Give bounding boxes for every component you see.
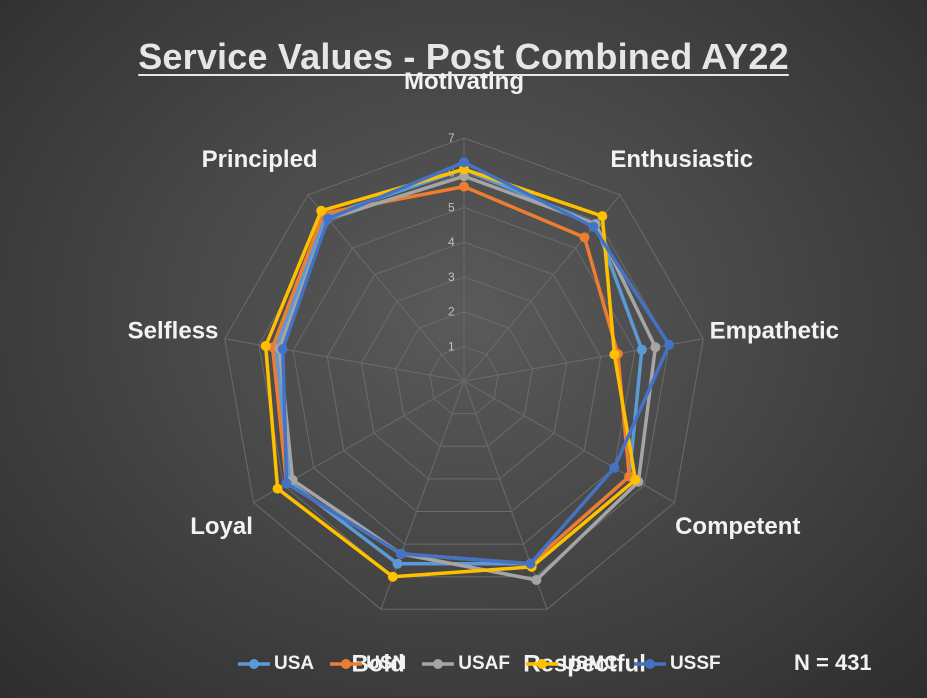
data-point-usmc bbox=[316, 205, 327, 216]
legend: USA USN USAF USMC USSF bbox=[236, 650, 735, 678]
data-point-usmc bbox=[630, 474, 641, 485]
grid-ring-3 bbox=[360, 276, 568, 480]
grid-ring-2 bbox=[395, 311, 533, 447]
grid-spoke bbox=[307, 194, 465, 382]
series-usmc bbox=[260, 164, 641, 582]
data-point-ussf bbox=[588, 221, 599, 232]
category-labels: Motivating Enthusiastic Empathetic Competen… bbox=[128, 68, 839, 678]
data-point-ussf bbox=[664, 339, 675, 350]
category-label-empathetic: Empathetic bbox=[710, 318, 839, 345]
grid-spoke bbox=[224, 338, 465, 382]
radial-tick-label: 3 bbox=[448, 270, 455, 284]
data-point-usn bbox=[459, 181, 469, 192]
data-point-ussf bbox=[277, 344, 288, 355]
data-point-usmc bbox=[609, 349, 620, 360]
data-point-ussf bbox=[322, 213, 333, 224]
category-label-principled: Principled bbox=[202, 146, 318, 173]
legend-label: USMC bbox=[561, 653, 618, 674]
chart-title: Service Values - Post Combined AY22 bbox=[138, 36, 789, 77]
grid-ring-6 bbox=[258, 172, 670, 578]
grid-spoke bbox=[380, 380, 465, 610]
data-point-usmc bbox=[260, 341, 271, 351]
category-label-motivating: Motivating bbox=[404, 68, 524, 95]
grid-ring-5 bbox=[292, 206, 636, 545]
data-point-ussf bbox=[281, 478, 292, 489]
radial-tick-label: 7 bbox=[448, 131, 455, 145]
grid-ring-4 bbox=[326, 241, 602, 512]
data-point-usaf bbox=[531, 575, 542, 585]
legend-label: USSF bbox=[669, 653, 721, 674]
legend-item-usn: USN bbox=[328, 653, 406, 675]
legend-swatch bbox=[422, 659, 455, 669]
grid-ring-1 bbox=[429, 345, 499, 415]
series-line-usmc bbox=[263, 167, 638, 579]
legend-swatch bbox=[633, 659, 666, 669]
category-label-selfless: Selfless bbox=[128, 318, 219, 345]
radial-tick-label: 1 bbox=[448, 339, 455, 353]
category-label-loyal: Loyal bbox=[190, 513, 253, 540]
legend-item-usaf: USAF bbox=[420, 653, 510, 675]
radial-tick-label: 2 bbox=[448, 305, 455, 319]
series-line-usa bbox=[274, 167, 644, 566]
data-point-usmc bbox=[597, 211, 608, 222]
grid-ring-7 bbox=[224, 137, 704, 610]
legend-label: USAF bbox=[458, 653, 510, 674]
series-layer bbox=[260, 157, 675, 585]
data-point-usa bbox=[636, 344, 647, 355]
radar-grid bbox=[224, 137, 704, 610]
data-point-usaf bbox=[650, 342, 661, 353]
series-line-ussf bbox=[281, 160, 671, 566]
category-label-competent: Competent bbox=[675, 513, 800, 540]
legend-item-usa: USA bbox=[236, 653, 314, 675]
data-point-ussf bbox=[396, 548, 407, 559]
series-ussf bbox=[277, 157, 675, 569]
legend-swatch bbox=[330, 659, 363, 669]
grid-spoke bbox=[463, 338, 704, 382]
data-point-ussf bbox=[609, 462, 620, 473]
data-point-usmc bbox=[387, 571, 398, 582]
data-point-usn bbox=[579, 232, 590, 243]
legend-swatch bbox=[525, 659, 558, 669]
data-point-usa bbox=[392, 558, 403, 569]
data-point-ussf bbox=[525, 558, 536, 569]
legend-label: USA bbox=[274, 653, 315, 674]
category-label-enthusiastic: Enthusiastic bbox=[610, 146, 753, 173]
data-point-usmc bbox=[459, 164, 469, 175]
data-point-usmc bbox=[272, 483, 283, 494]
radial-tick-label: 5 bbox=[448, 200, 455, 214]
radial-tick-label: 4 bbox=[448, 235, 455, 249]
data-point-ussf bbox=[459, 157, 469, 168]
legend-item-ussf: USSF bbox=[632, 653, 721, 675]
data-point-usaf bbox=[459, 171, 469, 182]
sample-size-note: N = 431 bbox=[794, 650, 872, 675]
legend-item-usmc: USMC bbox=[524, 653, 618, 675]
legend-swatch bbox=[238, 659, 270, 669]
legend-label: USN bbox=[366, 653, 407, 674]
